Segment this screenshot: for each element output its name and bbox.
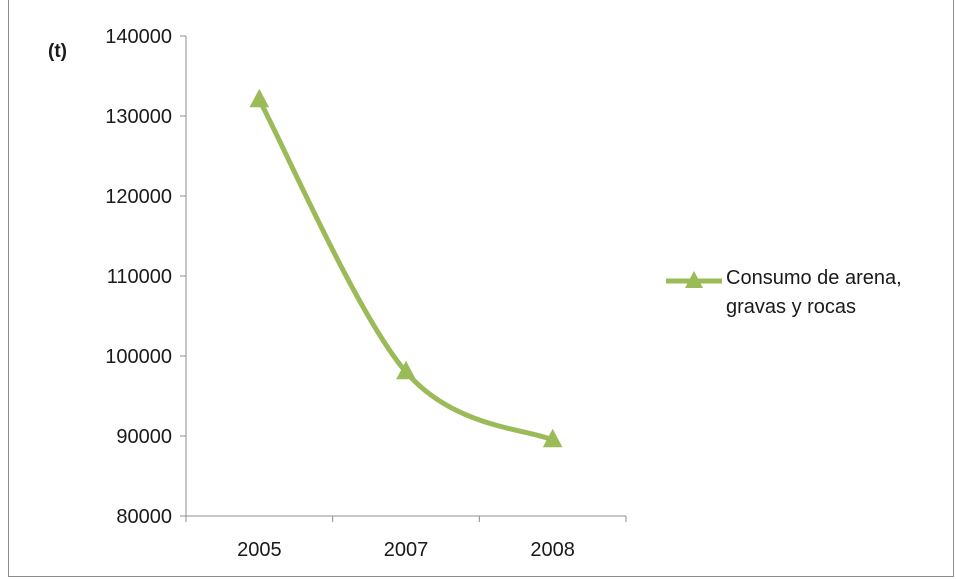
data-point-marker (249, 88, 270, 108)
y-tick-label: 140000 (105, 26, 172, 48)
y-tick-label: 80000 (116, 506, 172, 528)
y-axis-unit-label: (t) (48, 41, 67, 62)
y-tick-label: 100000 (105, 346, 172, 368)
series-line (256, 97, 556, 443)
x-tick-label: 2005 (237, 539, 282, 561)
x-tick-label: 2007 (384, 539, 429, 561)
y-tick-label: 120000 (105, 186, 172, 208)
chart-frame (8, 0, 954, 577)
y-tick-label: 90000 (116, 426, 172, 448)
data-point-marker (542, 428, 563, 448)
x-tick-label: 2008 (530, 539, 575, 561)
legend-label: Consumo de arena, gravas y rocas (726, 267, 902, 318)
y-tick-label: 110000 (107, 266, 172, 288)
y-tick-label: 130000 (105, 106, 172, 128)
legend-marker (685, 271, 703, 288)
data-point-marker (396, 360, 416, 380)
